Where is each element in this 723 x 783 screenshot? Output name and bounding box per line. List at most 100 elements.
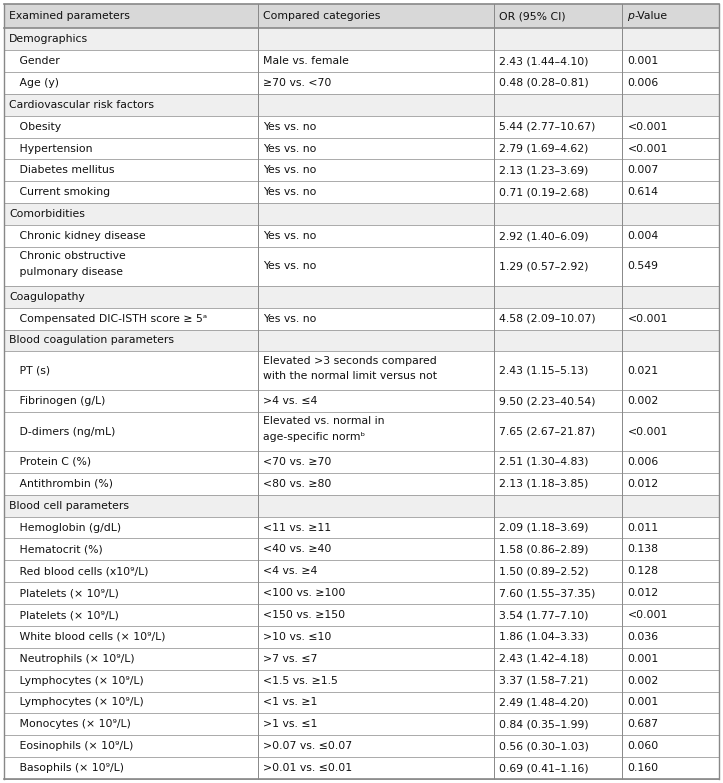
Bar [4,390,719,412]
Bar [4,451,719,473]
Text: <1.5 vs. ≥1.5: <1.5 vs. ≥1.5 [263,676,338,686]
Text: Compensated DIC-ISTH score ≥ 5ᵃ: Compensated DIC-ISTH score ≥ 5ᵃ [9,314,207,323]
Text: 0.021: 0.021 [628,366,659,376]
Text: 0.687: 0.687 [628,720,659,729]
Text: Demographics: Demographics [9,34,88,44]
Text: 0.006: 0.006 [628,457,659,467]
Text: Compared categories: Compared categories [263,11,380,21]
Bar [4,539,719,561]
Text: 2.43 (1.15–5.13): 2.43 (1.15–5.13) [499,366,588,376]
Text: >7 vs. ≤7: >7 vs. ≤7 [263,654,317,664]
Text: 0.004: 0.004 [628,231,659,241]
Text: 0.71 (0.19–2.68): 0.71 (0.19–2.68) [499,187,589,197]
Text: 0.84 (0.35–1.99): 0.84 (0.35–1.99) [499,720,589,729]
Text: 1.29 (0.57–2.92): 1.29 (0.57–2.92) [499,262,589,272]
Text: 0.160: 0.160 [628,763,659,773]
Text: Yes vs. no: Yes vs. no [263,314,316,323]
Text: >10 vs. ≤10: >10 vs. ≤10 [263,632,331,642]
Text: pulmonary disease: pulmonary disease [9,267,123,277]
Text: Cardiovascular risk factors: Cardiovascular risk factors [9,99,154,110]
Text: with the normal limit versus not: with the normal limit versus not [263,371,437,381]
Text: -Value: -Value [634,11,667,21]
Text: <0.001: <0.001 [628,427,668,437]
Text: Platelets (× 10⁹/L): Platelets (× 10⁹/L) [9,588,119,598]
Text: Gender: Gender [9,56,60,66]
Text: PT (s): PT (s) [9,366,50,376]
Text: 0.56 (0.30–1.03): 0.56 (0.30–1.03) [499,742,589,751]
Text: D-dimers (ng/mL): D-dimers (ng/mL) [9,427,116,437]
Text: 2.09 (1.18–3.69): 2.09 (1.18–3.69) [499,522,589,532]
Bar [4,713,719,735]
Bar [4,94,719,116]
Text: Yes vs. no: Yes vs. no [263,121,316,132]
Text: Elevated >3 seconds compared: Elevated >3 seconds compared [263,355,437,366]
Bar [4,330,719,352]
Bar [4,626,719,648]
Text: 0.011: 0.011 [628,522,659,532]
Text: Eosinophils (× 10⁹/L): Eosinophils (× 10⁹/L) [9,742,133,751]
Text: 7.65 (2.67–21.87): 7.65 (2.67–21.87) [499,427,595,437]
Text: 0.48 (0.28–0.81): 0.48 (0.28–0.81) [499,78,589,88]
Text: 2.13 (1.18–3.85): 2.13 (1.18–3.85) [499,479,588,489]
Text: ≥70 vs. <70: ≥70 vs. <70 [263,78,331,88]
Text: >0.07 vs. ≤0.07: >0.07 vs. ≤0.07 [263,742,352,751]
Text: 0.128: 0.128 [628,566,659,576]
Text: Chronic obstructive: Chronic obstructive [9,251,126,262]
Text: >0.01 vs. ≤0.01: >0.01 vs. ≤0.01 [263,763,352,773]
Text: Elevated vs. normal in: Elevated vs. normal in [263,417,385,427]
Text: Yes vs. no: Yes vs. no [263,231,316,241]
Text: 4.58 (2.09–10.07): 4.58 (2.09–10.07) [499,314,596,323]
Bar [4,352,719,390]
Text: 0.007: 0.007 [628,165,659,175]
Bar [4,691,719,713]
Text: >4 vs. ≤4: >4 vs. ≤4 [263,396,317,406]
Text: 2.43 (1.44–4.10): 2.43 (1.44–4.10) [499,56,589,66]
Text: 0.060: 0.060 [628,742,659,751]
Text: Obesity: Obesity [9,121,61,132]
Text: 2.79 (1.69–4.62): 2.79 (1.69–4.62) [499,143,588,153]
Bar [4,757,719,779]
Text: 3.37 (1.58–7.21): 3.37 (1.58–7.21) [499,676,588,686]
Text: Chronic kidney disease: Chronic kidney disease [9,231,145,241]
Text: 0.002: 0.002 [628,676,659,686]
Text: 0.006: 0.006 [628,78,659,88]
Text: 1.58 (0.86–2.89): 1.58 (0.86–2.89) [499,544,589,554]
Bar [4,412,719,451]
Text: 9.50 (2.23–40.54): 9.50 (2.23–40.54) [499,396,595,406]
Bar [4,495,719,517]
Text: 2.49 (1.48–4.20): 2.49 (1.48–4.20) [499,698,589,708]
Bar [4,517,719,539]
Text: <150 vs. ≥150: <150 vs. ≥150 [263,610,345,620]
Text: <70 vs. ≥70: <70 vs. ≥70 [263,457,331,467]
Text: Monocytes (× 10⁹/L): Monocytes (× 10⁹/L) [9,720,131,729]
Text: 0.036: 0.036 [628,632,659,642]
Text: Antithrombin (%): Antithrombin (%) [9,479,113,489]
Text: <1 vs. ≥1: <1 vs. ≥1 [263,698,317,708]
Text: <0.001: <0.001 [628,143,668,153]
Text: <0.001: <0.001 [628,610,668,620]
Text: >1 vs. ≤1: >1 vs. ≤1 [263,720,317,729]
Text: Diabetes mellitus: Diabetes mellitus [9,165,114,175]
Text: Lymphocytes (× 10⁹/L): Lymphocytes (× 10⁹/L) [9,698,144,708]
Text: 0.549: 0.549 [628,262,659,272]
Bar [4,648,719,669]
Text: <0.001: <0.001 [628,314,668,323]
Text: <100 vs. ≥100: <100 vs. ≥100 [263,588,345,598]
Text: Hypertension: Hypertension [9,143,93,153]
Text: Examined parameters: Examined parameters [9,11,130,21]
Text: 3.54 (1.77–7.10): 3.54 (1.77–7.10) [499,610,589,620]
Bar [4,669,719,691]
Text: Yes vs. no: Yes vs. no [263,143,316,153]
Text: Blood cell parameters: Blood cell parameters [9,500,129,511]
Text: 2.51 (1.30–4.83): 2.51 (1.30–4.83) [499,457,589,467]
Text: 0.614: 0.614 [628,187,659,197]
Text: Protein C (%): Protein C (%) [9,457,91,467]
Text: Fibrinogen (g/L): Fibrinogen (g/L) [9,396,106,406]
Text: 0.138: 0.138 [628,544,659,554]
Text: Hemoglobin (g/dL): Hemoglobin (g/dL) [9,522,121,532]
Bar [4,72,719,94]
Bar [4,225,719,247]
Bar [4,473,719,495]
Text: Comorbidities: Comorbidities [9,209,85,219]
Bar [4,160,719,182]
